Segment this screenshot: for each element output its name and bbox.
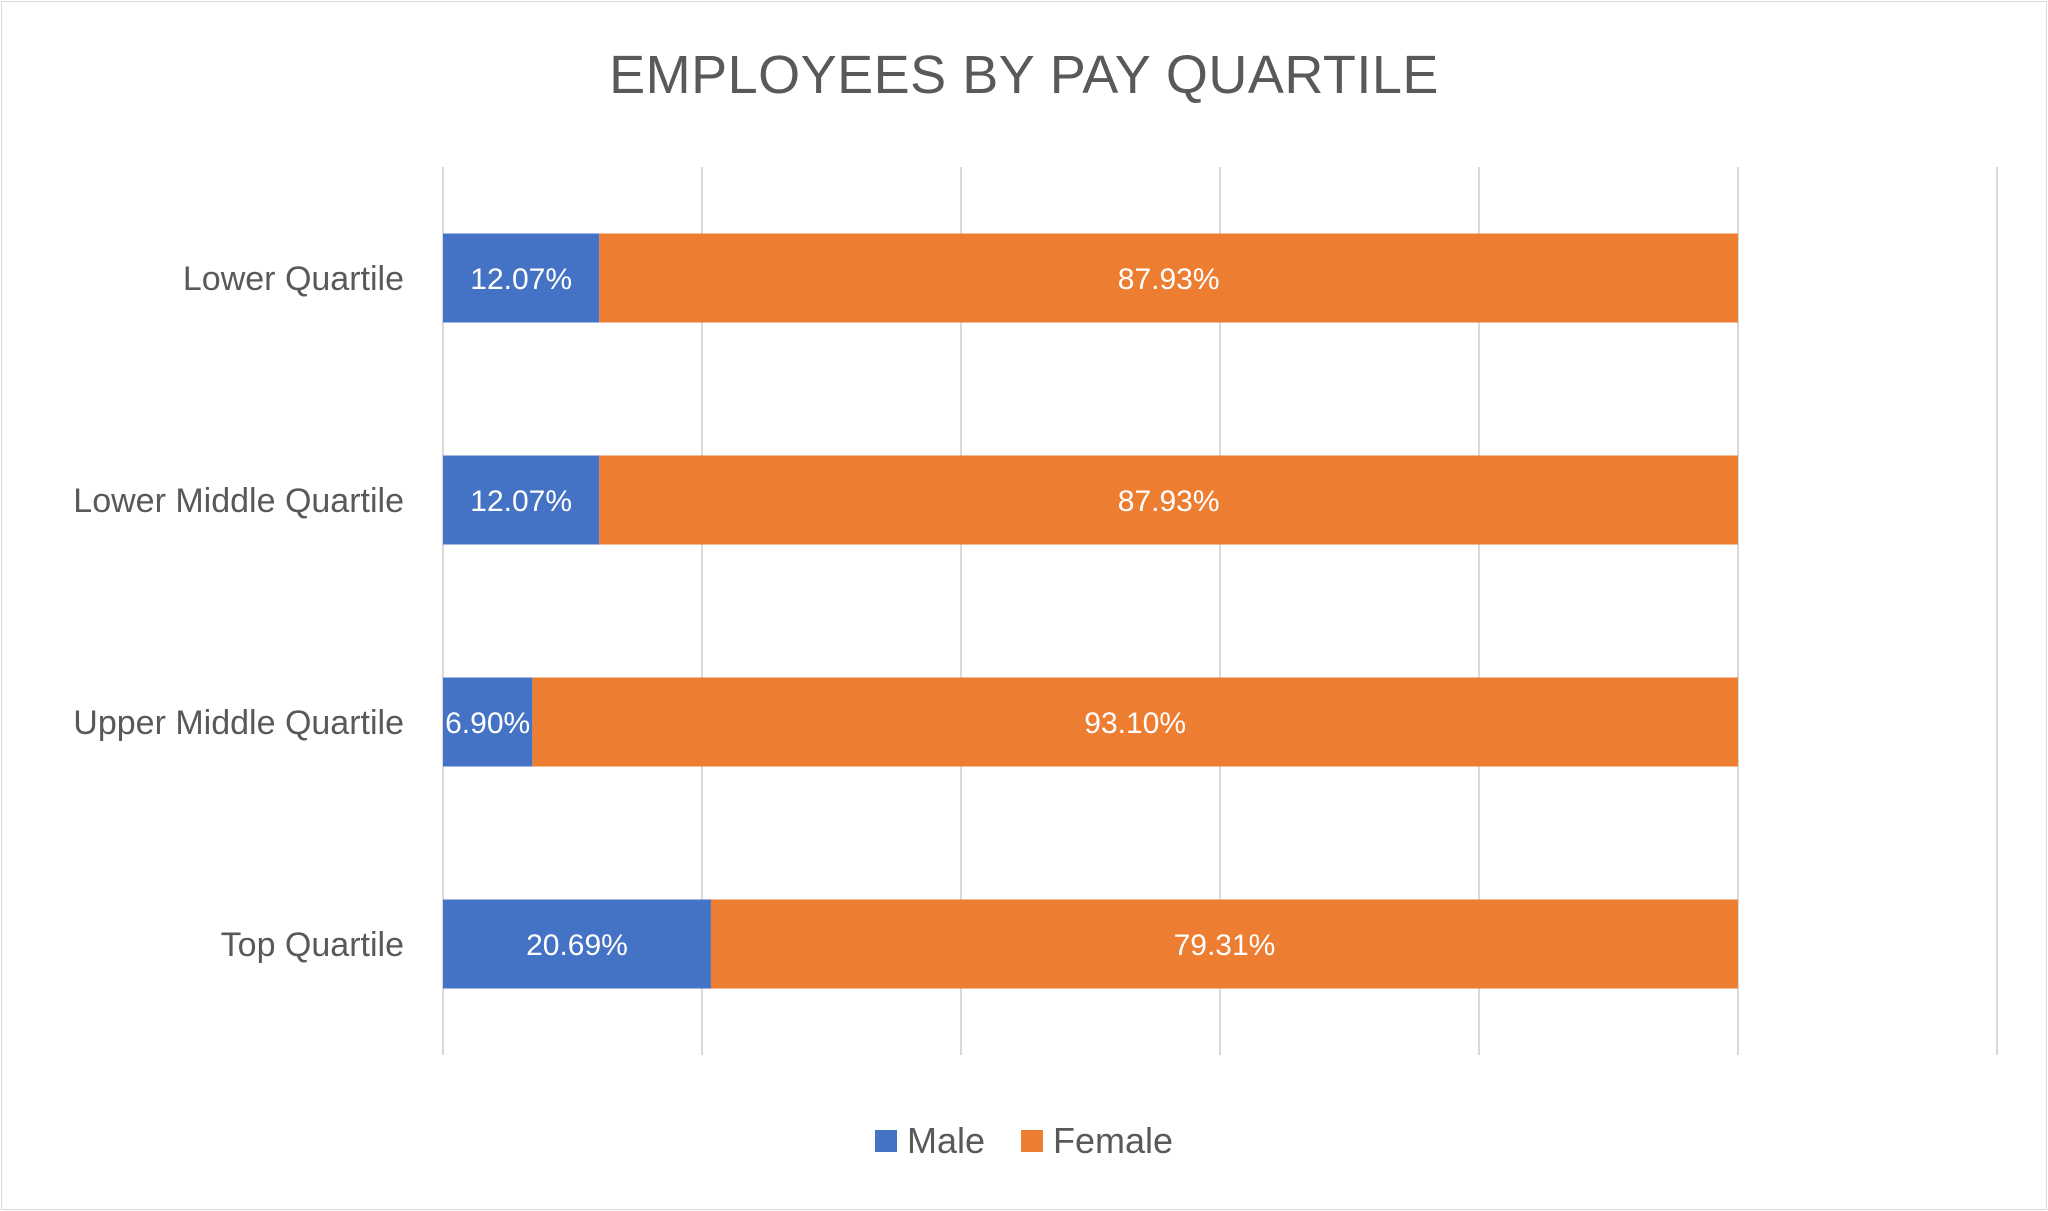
bar-female <box>532 677 1738 767</box>
data-label: 12.07% <box>470 263 572 296</box>
legend-label-male: Male <box>906 1120 985 1161</box>
legend-swatch-male <box>874 1130 897 1152</box>
chart-title: EMPLOYEES BY PAY QUARTILE <box>609 45 1439 105</box>
data-label: 87.93% <box>1118 485 1220 518</box>
data-label: 79.31% <box>1174 929 1276 962</box>
bar-male <box>443 233 600 323</box>
legend: Male Female <box>0 1120 2048 1162</box>
legend-item-male: Male <box>874 1120 985 1162</box>
legend-item-female: Female <box>1020 1120 1174 1162</box>
legend-label-female: Female <box>1052 1120 1174 1161</box>
bar-female <box>599 233 1738 323</box>
bar-male <box>443 455 600 545</box>
category-label: Top Quartile <box>221 926 404 964</box>
data-label: 12.07% <box>470 485 572 518</box>
legend-swatch-female <box>1020 1130 1043 1152</box>
category-label: Upper Middle Quartile <box>73 704 404 742</box>
bar-female <box>599 455 1738 545</box>
bar-male <box>443 677 533 767</box>
category-label: Lower Middle Quartile <box>73 482 404 520</box>
data-label: 87.93% <box>1118 263 1220 296</box>
data-label: 93.10% <box>1084 707 1186 740</box>
bar-female <box>710 899 1738 989</box>
data-label: 20.69% <box>526 929 628 962</box>
data-label: 6.90% <box>445 707 530 740</box>
category-label: Lower Quartile <box>183 260 404 298</box>
bar-male <box>443 899 711 989</box>
